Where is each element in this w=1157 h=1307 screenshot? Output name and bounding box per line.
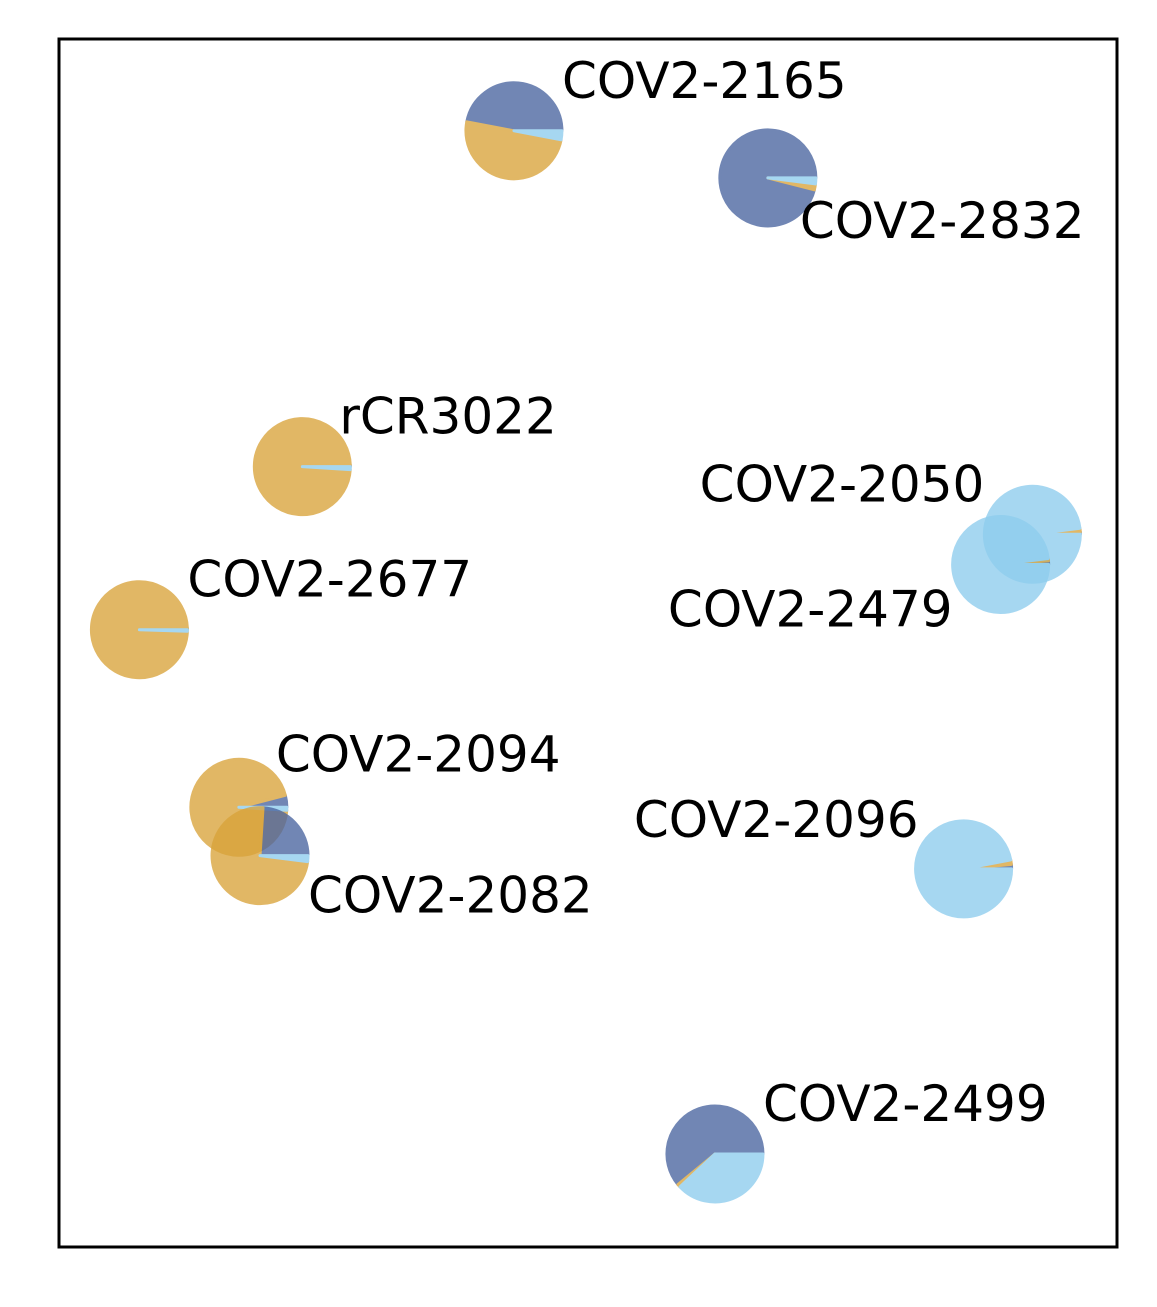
pie-marker-cov2-2082 <box>210 806 310 906</box>
pie-marker-cov2-2832 <box>718 128 818 228</box>
pie-slice-dark-blue <box>465 81 564 133</box>
plot-frame <box>57 37 1119 1249</box>
point-label: COV2-2165 <box>562 52 847 110</box>
pie-slice-light-blue <box>512 129 564 142</box>
pie-slice-light-blue <box>951 515 1051 614</box>
point-label: COV2-2050 <box>700 455 985 513</box>
point-label: COV2-2082 <box>308 867 593 925</box>
point-labels: COV2-2165 COV2-2832 rCR3022 COV2-2050 COV2-2… <box>187 52 1084 1133</box>
pie-marker-cov2-2165 <box>464 81 564 181</box>
pie-marker-cov2-2677 <box>89 580 189 680</box>
point-label: COV2-2677 <box>187 551 472 609</box>
point-label: COV2-2096 <box>634 791 919 849</box>
pie-slice-dark-blue <box>258 806 310 858</box>
pie-slice-light-blue <box>300 465 352 472</box>
pie-slice-light-blue <box>766 176 818 186</box>
point-label: COV2-2832 <box>800 192 1085 250</box>
point-label: COV2-2479 <box>668 580 953 638</box>
pie-slice-light-blue <box>914 819 1014 919</box>
pie-marker-cov2-2499 <box>665 1104 765 1204</box>
pie-slice-light-blue <box>258 854 310 864</box>
pie-slice-light-blue <box>678 1152 765 1204</box>
pie-marker-cov2-2096 <box>914 819 1014 919</box>
pie-slice-light-blue <box>137 628 189 633</box>
pie-markers <box>89 81 1082 1204</box>
pie-slice-dark-blue <box>665 1104 765 1187</box>
point-label: COV2-2499 <box>763 1075 1048 1133</box>
pie-marker-cov2-2479 <box>951 515 1051 614</box>
point-label: COV2-2094 <box>276 725 561 783</box>
pie-marker-rcr3022 <box>252 417 352 517</box>
point-label: rCR3022 <box>339 388 556 446</box>
